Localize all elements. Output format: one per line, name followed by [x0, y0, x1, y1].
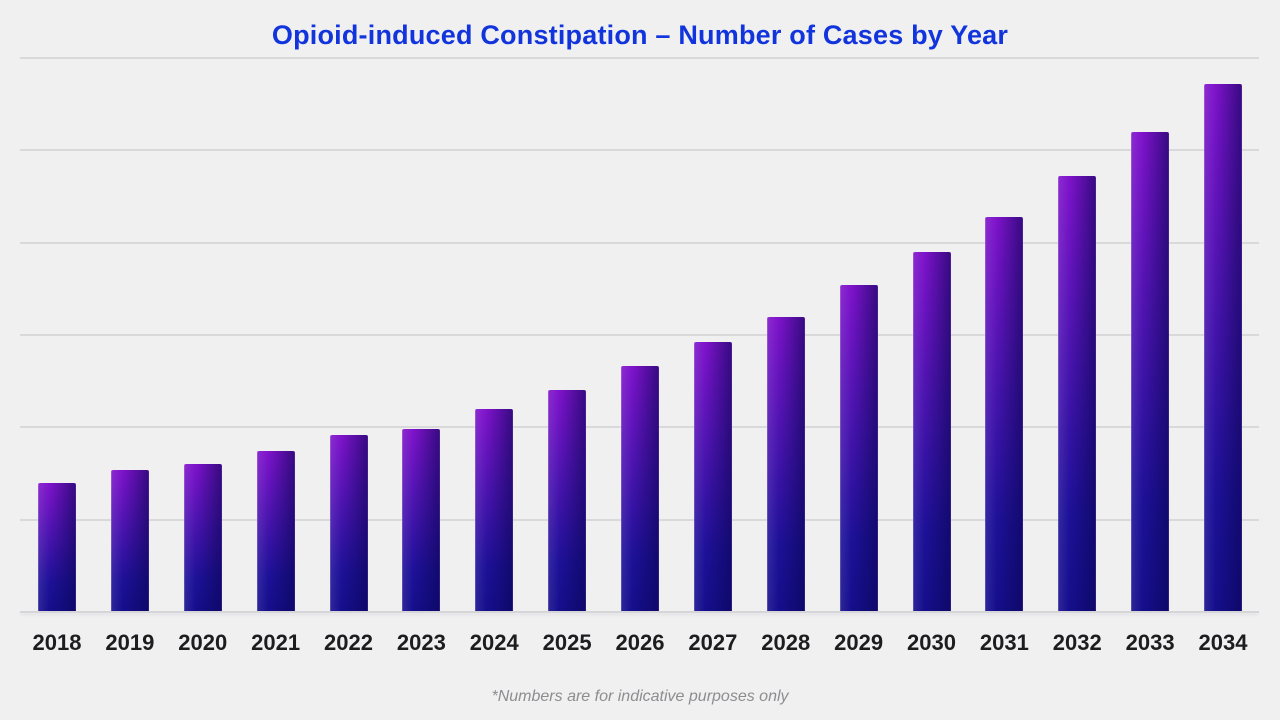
x-tick-label-2019: 2019	[105, 630, 155, 655]
x-tick-label-2031: 2031	[979, 630, 1029, 655]
gridline-2000	[20, 241, 1259, 244]
bar-2034	[1204, 83, 1242, 612]
x-tick-label-2030: 2030	[907, 630, 956, 655]
x-tick-label-2034: 2034	[1198, 630, 1248, 655]
bar-2018	[38, 482, 76, 612]
x-tick-label-2020: 2020	[178, 630, 228, 655]
bar-2028	[766, 316, 805, 612]
bar-2030	[912, 251, 951, 612]
footnote: *Numbers are for indicative purposes onl…	[491, 688, 789, 705]
bars-layer	[38, 58, 1242, 612]
gridline-1500	[20, 334, 1259, 336]
x-tick-label-2033: 2033	[1125, 630, 1175, 655]
x-tick-label-2029: 2029	[834, 630, 884, 655]
bar-2027	[693, 342, 732, 612]
x-tick-label-2023: 2023	[396, 630, 446, 655]
plot-area	[20, 57, 1259, 613]
x-tick-label-2028: 2028	[761, 630, 811, 655]
x-tick-label-2025: 2025	[542, 630, 592, 655]
x-tick-label-2032: 2032	[1052, 630, 1102, 655]
bar-2024	[475, 408, 514, 612]
x-axis-line	[20, 611, 1259, 613]
bar-2021	[256, 451, 295, 612]
bar-2026	[621, 366, 659, 612]
chart-title: Opioid-induced Constipation – Number of …	[271, 20, 1009, 50]
bar-2031	[985, 216, 1024, 612]
gridline-2500	[20, 149, 1259, 152]
x-tick-label-2027: 2027	[688, 630, 738, 655]
bar-2019	[110, 469, 149, 612]
bar-2033	[1131, 131, 1170, 612]
bar-2029	[839, 285, 878, 612]
x-axis-labels: 2018 2019 2020 2021 2022 2023 2024 2025 2026 2027…	[32, 630, 1248, 656]
x-tick-label-2024: 2024	[469, 630, 519, 655]
x-tick-label-2018: 2018	[32, 630, 82, 655]
bar-2022	[329, 434, 368, 612]
bar-2023	[402, 429, 441, 612]
bar-2032	[1058, 176, 1097, 612]
bar-2025	[548, 390, 587, 612]
x-tick-label-2021: 2021	[251, 630, 301, 655]
gridline-3000	[20, 57, 1259, 59]
x-tick-label-2022: 2022	[324, 630, 373, 655]
bar-2020	[183, 464, 222, 612]
x-tick-label-2026: 2026	[615, 630, 665, 655]
